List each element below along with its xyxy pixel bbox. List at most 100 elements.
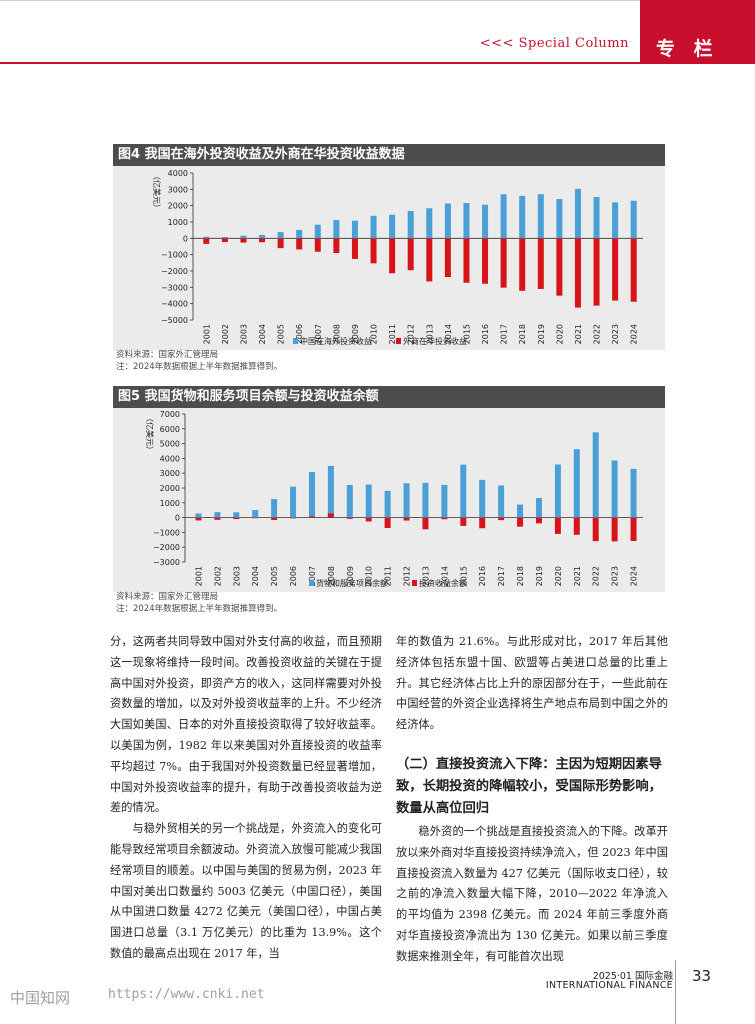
bar-series-2 <box>221 238 228 243</box>
y-tick-label: 6000 <box>160 425 180 434</box>
bar-series-2 <box>314 238 321 252</box>
y-tick-label: −4000 <box>161 300 188 309</box>
x-tick-label: 2001 <box>202 324 211 344</box>
y-tick-label: −3000 <box>153 558 180 567</box>
bar-series-2 <box>296 238 303 250</box>
y-axis-label: （亿美元） <box>152 172 162 212</box>
x-tick-label: 2021 <box>573 566 582 586</box>
bar-series-1 <box>277 232 284 239</box>
column-badge: 专 栏 <box>640 0 755 64</box>
x-tick-label: 2011 <box>388 324 397 344</box>
x-tick-label: 2014 <box>444 324 453 344</box>
bar-series-2 <box>463 238 470 283</box>
y-tick-label: 1000 <box>160 499 180 508</box>
figure-5-chart-area: 7000 6000 5000 4000 3000 2000 1000 0 −1000 −2000 −… <box>113 408 665 592</box>
figure-5-chart: 7000 6000 5000 4000 3000 2000 1000 0 −1000 −2000 −… <box>145 410 643 588</box>
legend-swatch <box>293 338 298 344</box>
y-tick-label: −2000 <box>153 543 180 552</box>
bar-series-2 <box>592 517 599 542</box>
y-tick-label: 0 <box>175 514 180 523</box>
bar-series-1 <box>611 460 618 518</box>
legend-swatch <box>396 338 401 344</box>
bar-series-2 <box>290 517 297 519</box>
bar-series-1 <box>240 235 247 239</box>
y-tick-label: 4000 <box>168 169 188 178</box>
x-tick-label: 2011 <box>384 566 393 586</box>
bar-series-2 <box>593 238 600 306</box>
x-tick-label: 2020 <box>554 566 563 586</box>
bar-series-1 <box>479 479 486 518</box>
x-tick-label: 2002 <box>213 566 222 586</box>
bar-series-2 <box>500 238 507 288</box>
x-tick-label: 2009 <box>351 324 360 344</box>
y-tick-label: 2000 <box>168 202 188 211</box>
bar-series-1 <box>370 215 377 239</box>
y-tick-label: 0 <box>183 234 188 243</box>
bar-series-1 <box>403 483 410 518</box>
bar-series-1 <box>592 432 599 518</box>
bar-series-1 <box>574 188 581 239</box>
bar-series-1 <box>233 512 240 518</box>
bar-series-1 <box>444 203 451 239</box>
x-tick-label: 2013 <box>421 566 430 586</box>
x-tick-label: 2017 <box>500 324 509 344</box>
bar-series-2 <box>327 513 334 518</box>
figure-5-source: 资料来源：国家外汇管理局 <box>116 592 219 602</box>
bar-series-1 <box>630 468 637 518</box>
bar-series-2 <box>498 517 505 521</box>
x-tick-label: 2024 <box>630 324 639 344</box>
bar-series-2 <box>460 517 467 526</box>
x-tick-label: 2006 <box>295 324 304 344</box>
bar-series-2 <box>384 517 391 529</box>
bar-series-1 <box>308 472 315 518</box>
bar-series-1 <box>271 499 278 518</box>
y-tick-label: 2000 <box>160 484 180 493</box>
x-tick-label: 2008 <box>327 566 336 586</box>
bar-series-2 <box>308 516 315 518</box>
figure-4-chart: 4000 3000 2000 1000 0 −1000 −2000 −3000 −4000 −50… <box>152 169 643 346</box>
footer-rule <box>675 960 676 1024</box>
bar-series-2 <box>277 238 284 249</box>
x-tick-label: 2012 <box>403 566 412 586</box>
y-tick-label: −3000 <box>161 283 188 292</box>
x-tick-label: 2021 <box>574 324 583 344</box>
bar-series-1 <box>290 486 297 518</box>
column-title-en: <<< Special Column <box>479 36 629 51</box>
bar-series-1 <box>422 482 429 518</box>
bar-series-2 <box>441 517 448 520</box>
bar-series-1 <box>426 208 433 239</box>
header-rule <box>0 62 640 64</box>
x-tick-label: 2012 <box>407 324 416 344</box>
y-tick-label: −1000 <box>153 528 180 537</box>
bar-series-2 <box>519 238 526 291</box>
legend-label: 中国在海外投资收益 <box>300 336 372 346</box>
x-tick-label: 2016 <box>481 324 490 344</box>
bar-series-1 <box>630 200 637 239</box>
bar-series-2 <box>574 238 581 308</box>
bar-series-1 <box>333 220 340 239</box>
x-tick-label: 2005 <box>277 324 286 344</box>
legend-swatch <box>309 580 314 586</box>
y-tick-label: 3000 <box>168 185 188 194</box>
y-axis-label: （亿美元） <box>145 414 155 454</box>
x-tick-label: 2002 <box>221 324 230 344</box>
bar-series-2 <box>537 238 544 289</box>
bar-series-2 <box>517 517 524 527</box>
x-tick-label: 2023 <box>611 566 620 586</box>
bar-series-2 <box>252 517 259 519</box>
section-heading: （二）直接投资流入下降：主因为短期因素导致，长期投资的降幅较小，受国际形势影响，… <box>396 756 662 816</box>
bar-series-2 <box>612 238 619 301</box>
bar-series-2 <box>630 238 637 302</box>
bar-series-1 <box>556 198 563 239</box>
top-rule <box>0 0 640 1</box>
right-column: 年的数值为 21.6%。与此形成对比，2017 年后其他经济体包括东盟十国、欧盟… <box>396 632 668 968</box>
bar-series-2 <box>630 517 637 541</box>
x-tick-label: 2003 <box>232 566 241 586</box>
bar-series-1 <box>314 224 321 239</box>
x-tick-label: 2007 <box>314 324 323 344</box>
bar-series-2 <box>195 517 202 521</box>
y-tick-label: 1000 <box>168 218 188 227</box>
bar-series-2 <box>407 238 414 271</box>
bar-series-1 <box>460 464 467 518</box>
bar-series-2 <box>259 238 266 243</box>
